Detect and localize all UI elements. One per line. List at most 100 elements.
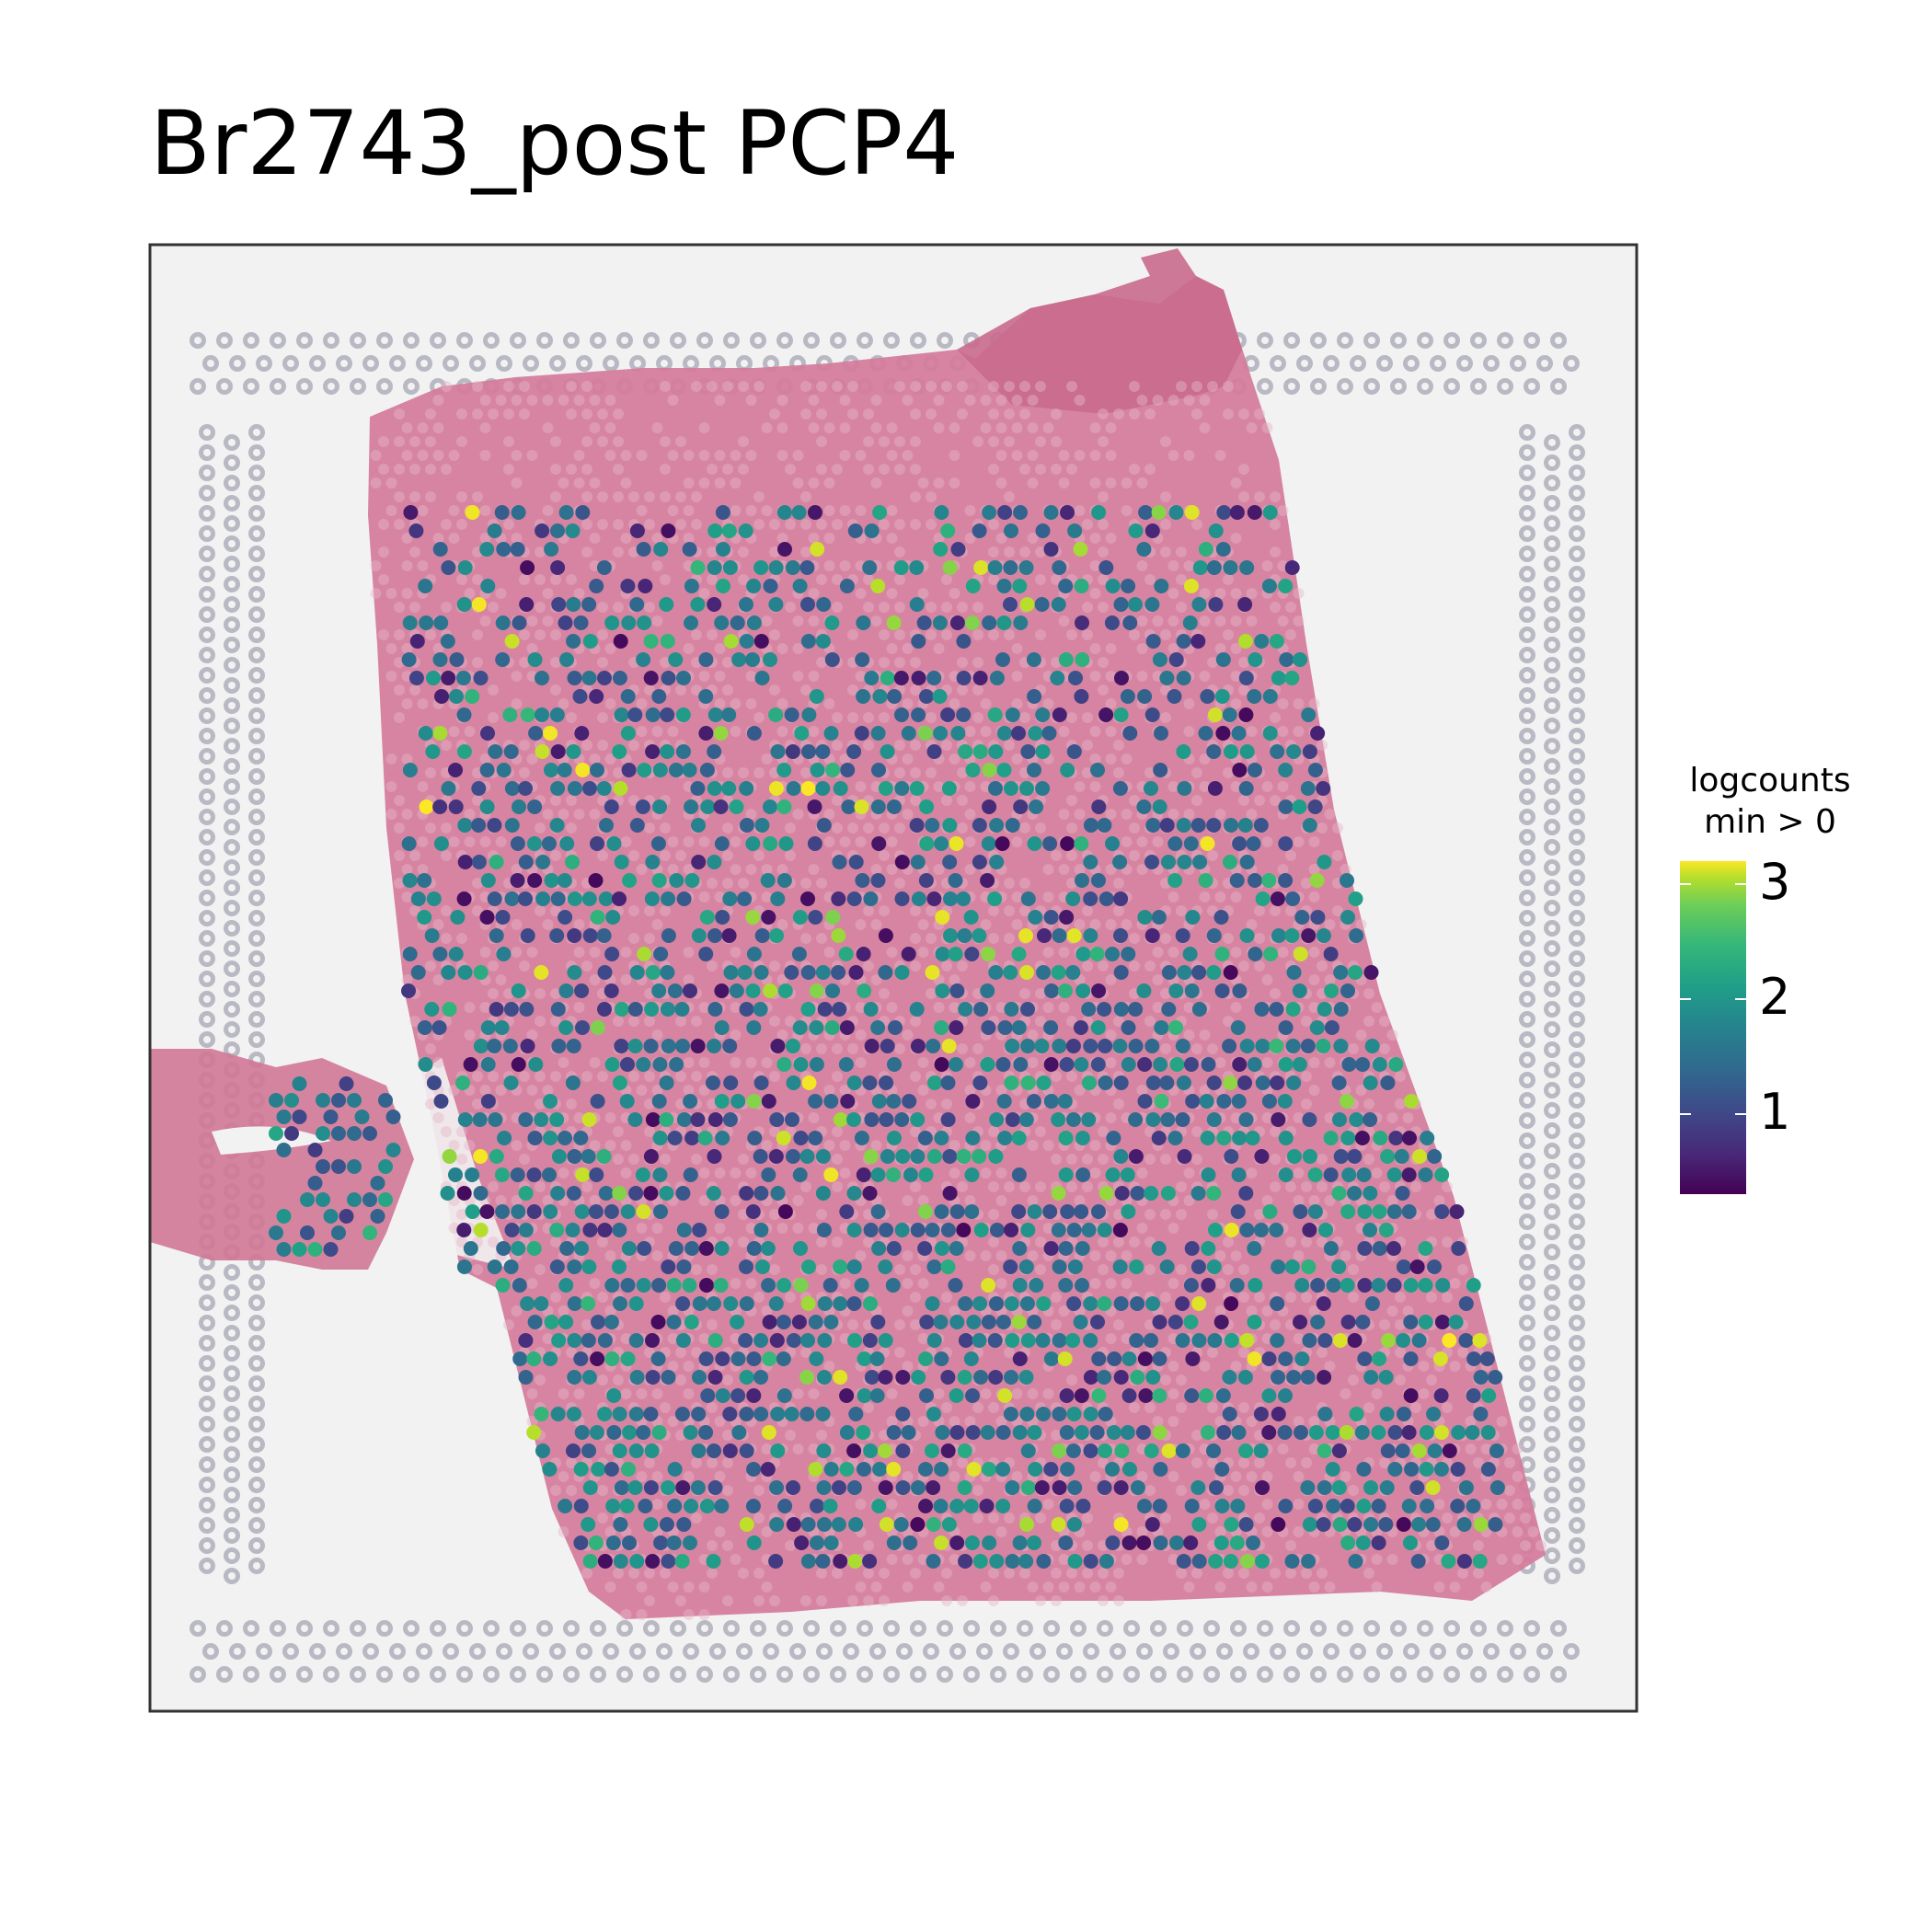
expression-spot bbox=[527, 652, 543, 667]
expression-spot bbox=[1098, 1186, 1114, 1201]
expression-spot bbox=[1057, 983, 1073, 998]
expression-spot bbox=[1331, 1259, 1347, 1274]
expression-spot bbox=[808, 1094, 823, 1109]
expression-spot bbox=[1003, 965, 1018, 980]
background-spot bbox=[894, 1264, 905, 1275]
fiducial-spot bbox=[1544, 1102, 1560, 1119]
background-spot bbox=[1301, 1016, 1312, 1027]
expression-spot bbox=[1005, 1112, 1020, 1127]
background-spot bbox=[1136, 1471, 1148, 1482]
expression-spot bbox=[935, 983, 950, 998]
background-spot bbox=[550, 657, 561, 668]
expression-spot bbox=[1041, 726, 1057, 741]
expression-spot bbox=[1402, 1131, 1417, 1145]
fiducial-spot bbox=[1544, 1527, 1560, 1544]
fiducial-spot bbox=[1544, 1041, 1560, 1058]
expression-spot bbox=[964, 615, 980, 630]
background-spot bbox=[667, 836, 679, 847]
expression-spot bbox=[1074, 689, 1089, 704]
background-spot bbox=[385, 781, 397, 792]
background-spot bbox=[910, 436, 921, 447]
expression-spot bbox=[1043, 1241, 1059, 1256]
expression-spot bbox=[1206, 1259, 1222, 1274]
background-spot bbox=[636, 450, 648, 461]
background-spot bbox=[1230, 1361, 1242, 1372]
expression-spot bbox=[784, 707, 799, 722]
expression-spot bbox=[1284, 671, 1300, 685]
expression-spot bbox=[613, 634, 628, 649]
background-spot bbox=[1035, 574, 1046, 585]
expression-spot bbox=[1154, 579, 1169, 593]
background-spot bbox=[542, 615, 554, 627]
expression-spot bbox=[1214, 947, 1230, 961]
fiducial-spot bbox=[1569, 627, 1585, 643]
fiducial-spot bbox=[1390, 332, 1407, 349]
background-spot bbox=[1098, 408, 1109, 420]
background-spot bbox=[1317, 1568, 1328, 1579]
fiducial-spot bbox=[776, 1620, 793, 1637]
background-spot bbox=[730, 505, 742, 516]
background-spot bbox=[511, 1195, 523, 1206]
background-spot bbox=[957, 1181, 968, 1192]
background-spot bbox=[683, 1085, 695, 1096]
background-spot bbox=[1167, 809, 1179, 820]
expression-spot bbox=[1248, 1278, 1263, 1293]
background-spot bbox=[816, 878, 827, 889]
expression-spot bbox=[1160, 1186, 1176, 1201]
background-spot bbox=[707, 1264, 718, 1275]
fiducial-spot bbox=[990, 1666, 1006, 1683]
expression-spot bbox=[582, 1223, 598, 1237]
expression-spot bbox=[1128, 1039, 1144, 1053]
fiducial-spot bbox=[1519, 1315, 1535, 1331]
background-spot bbox=[1089, 560, 1101, 571]
background-spot bbox=[738, 1236, 749, 1248]
background-spot bbox=[1246, 726, 1258, 737]
fiducial-spot bbox=[248, 910, 265, 926]
background-spot bbox=[745, 809, 757, 820]
fiducial-spot bbox=[224, 434, 240, 451]
expression-spot bbox=[1341, 1167, 1357, 1182]
expression-spot bbox=[620, 1278, 636, 1293]
expression-spot bbox=[566, 744, 581, 759]
expression-spot bbox=[417, 1020, 432, 1035]
background-spot bbox=[1027, 1388, 1039, 1399]
expression-spot bbox=[816, 597, 832, 612]
background-spot bbox=[620, 1609, 632, 1620]
background-spot bbox=[378, 464, 389, 475]
expression-spot bbox=[518, 1112, 534, 1127]
background-spot bbox=[1301, 1098, 1312, 1110]
expression-spot bbox=[864, 1039, 880, 1053]
expression-spot bbox=[894, 781, 910, 796]
expression-spot bbox=[659, 1075, 674, 1090]
background-spot bbox=[839, 395, 851, 406]
fiducial-spot bbox=[199, 586, 215, 603]
background-spot bbox=[1019, 905, 1030, 916]
background-spot bbox=[691, 1457, 702, 1468]
fiducial-spot bbox=[224, 1487, 240, 1503]
expression-spot bbox=[675, 707, 691, 722]
fiducial-spot bbox=[1337, 378, 1353, 395]
background-spot bbox=[1152, 1002, 1164, 1013]
background-spot bbox=[651, 1085, 663, 1096]
fiducial-spot bbox=[1569, 1477, 1585, 1493]
background-spot bbox=[1285, 1457, 1296, 1468]
fiducial-spot bbox=[199, 1031, 215, 1048]
background-spot bbox=[1167, 1416, 1179, 1427]
expression-spot bbox=[768, 597, 784, 612]
background-spot bbox=[1386, 1112, 1398, 1123]
expression-spot bbox=[1128, 597, 1143, 612]
expression-spot bbox=[1395, 1186, 1410, 1201]
fiducial-spot bbox=[248, 829, 265, 845]
expression-spot bbox=[927, 1075, 942, 1090]
expression-spot bbox=[956, 1149, 972, 1164]
fiducial-spot bbox=[1536, 355, 1553, 372]
background-spot bbox=[698, 450, 710, 461]
fiducial-spot bbox=[949, 1643, 966, 1660]
fiducial-spot bbox=[1544, 819, 1560, 835]
background-spot bbox=[1199, 1361, 1211, 1372]
fiducial-spot bbox=[1544, 880, 1560, 896]
expression-spot bbox=[964, 1167, 980, 1182]
fiducial-spot bbox=[1519, 1375, 1535, 1392]
background-spot bbox=[1270, 1568, 1281, 1579]
background-spot bbox=[1089, 726, 1101, 737]
